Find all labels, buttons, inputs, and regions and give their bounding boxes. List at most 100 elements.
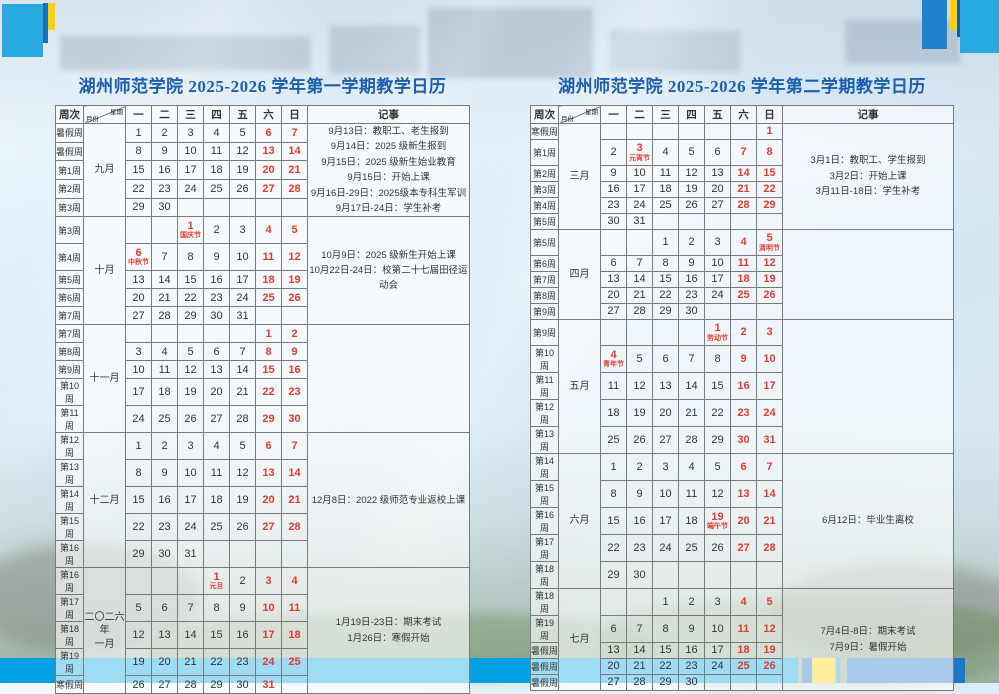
day-cell: 1	[652, 229, 679, 256]
calendar-row: 第3周 29 30	[55, 197, 470, 218]
day-number: 25	[685, 541, 698, 554]
day-cell: 27	[704, 197, 731, 214]
day-cell: 14	[229, 360, 256, 380]
day-number: 22	[711, 406, 724, 419]
day-number: 19	[763, 273, 776, 286]
day-cell: 5	[281, 216, 308, 245]
day-number: 7	[636, 257, 643, 270]
day-cell: 14	[281, 459, 308, 488]
day-cell: 28	[281, 513, 308, 542]
day-cell: 20	[255, 160, 282, 180]
day-cell: 15	[177, 270, 204, 290]
day-number: 19	[184, 386, 197, 399]
notes-cell: 12月8日：2022 级师范专业返校上课	[307, 432, 470, 569]
day-number: 16	[685, 273, 698, 286]
week-label: 第8周	[55, 342, 84, 362]
day-cell	[652, 123, 679, 140]
day-cell: 4	[203, 123, 230, 143]
note-line: 7月9日：暑假开始	[829, 641, 907, 653]
day-cell	[600, 319, 627, 346]
day-cell: 1	[255, 324, 282, 344]
day-number: 3	[187, 126, 194, 139]
day-cell: 26	[678, 197, 705, 214]
day-cell: 3	[177, 123, 204, 143]
day-cell: 2	[203, 216, 230, 245]
day-number: 23	[158, 182, 171, 195]
day-number: 18	[288, 629, 301, 642]
note-line: 7月4日-8日：期末考试	[820, 626, 916, 638]
day-cell: 22	[203, 648, 230, 677]
day-number: 2	[688, 595, 695, 608]
day-cell	[229, 324, 256, 344]
day-number: 17	[132, 386, 145, 399]
day-number: 9	[688, 257, 695, 270]
day-cell	[151, 567, 178, 596]
day-cell: 11	[730, 255, 757, 272]
day-number: 19	[288, 273, 301, 286]
week-label: 第15周	[55, 513, 84, 542]
day-cell: 30	[600, 213, 627, 230]
day-cell: 5	[229, 432, 256, 461]
day-cell: 7	[756, 453, 783, 481]
note-line: 10月9日：2025 级新生开始上课	[321, 249, 456, 261]
day-cell: 23	[203, 288, 230, 308]
day-number: 3	[187, 440, 194, 453]
day-number: 28	[236, 413, 249, 426]
holiday-label: 劳动节	[707, 334, 728, 342]
day-number: 17	[659, 514, 672, 527]
weekday-label: 星期	[585, 109, 598, 116]
day-number: 7	[766, 460, 773, 473]
day-cell: 4	[678, 453, 705, 481]
day-number: 25	[158, 413, 171, 426]
day-cell: 4	[730, 229, 757, 256]
day-number: 20	[132, 291, 145, 304]
note-line: 9月16日-29日：2025级本专科生军训	[310, 187, 467, 199]
calendar-row: 第18周 七月 1 2 3 4 5 7月4日-8日：期末考试 7月9日：暑假开始	[530, 588, 954, 691]
day-number: 15	[132, 164, 145, 177]
day-cell: 21	[756, 507, 783, 535]
week-label: 第19周	[55, 648, 84, 677]
day-number: 9	[636, 487, 643, 500]
day-cell	[704, 303, 731, 320]
day-number: 5	[135, 602, 142, 615]
day-number: 10	[132, 363, 145, 376]
day-number: 20	[711, 183, 724, 196]
calendar-row: 第3周 十月 1 国庆节 2 3 4 5 10月9日：2025 级新生开始上课 10月22日-24…	[55, 216, 470, 326]
week-label: 第3周	[55, 216, 84, 245]
day-number: 4	[291, 575, 298, 588]
day-number: 18	[737, 273, 750, 286]
day-number: 20	[659, 406, 672, 419]
note-line: 3月11日-18日：学生补考	[815, 186, 921, 198]
day-cell: 6	[600, 615, 627, 643]
calendar-row: 第12周 十二月 1 2 3 4 5 6 7 12月8日：2022 级师范专业返校上课	[55, 432, 470, 569]
day-number: 6	[662, 352, 669, 365]
notes-cell: 10月9日：2025 级新生开始上课 10月22日-24日：校第二十七届田径运动会	[307, 216, 470, 326]
day-number: 15	[210, 629, 223, 642]
day-cell: 9	[229, 594, 256, 623]
week-label: 第11周	[55, 405, 84, 434]
day-number: 7	[688, 352, 695, 365]
day-cell: 16	[678, 271, 705, 288]
day-cell: 12	[177, 360, 204, 380]
corner-accent-cyan	[960, 0, 999, 53]
day-number: 4	[265, 224, 272, 237]
day-cell	[177, 197, 204, 218]
day-number: 17	[711, 273, 724, 286]
day-number: 2	[239, 575, 246, 588]
calendar-row: 第2周 9 10 11 12 13 14 15	[530, 165, 954, 182]
day-number: 20	[158, 656, 171, 669]
week-label: 第9周	[55, 360, 84, 380]
day-number: 19	[763, 644, 776, 657]
day-number: 30	[236, 678, 249, 691]
day-cell: 31	[756, 426, 783, 454]
note-line: 9月15日：开始上课	[347, 172, 430, 184]
day-cell: 25	[600, 426, 627, 454]
day-cell: 26	[229, 178, 256, 199]
notes-cell: 3月1日：教职工、学生报到 3月2日：开始上课 3月11日-18日：学生补考	[782, 123, 954, 230]
day-cell: 25	[255, 288, 282, 308]
day-number: 8	[135, 467, 142, 480]
day-cell: 21	[626, 287, 653, 304]
day-cell	[255, 540, 282, 569]
day-cell: 8	[177, 243, 204, 272]
day-number: 30	[158, 201, 171, 214]
